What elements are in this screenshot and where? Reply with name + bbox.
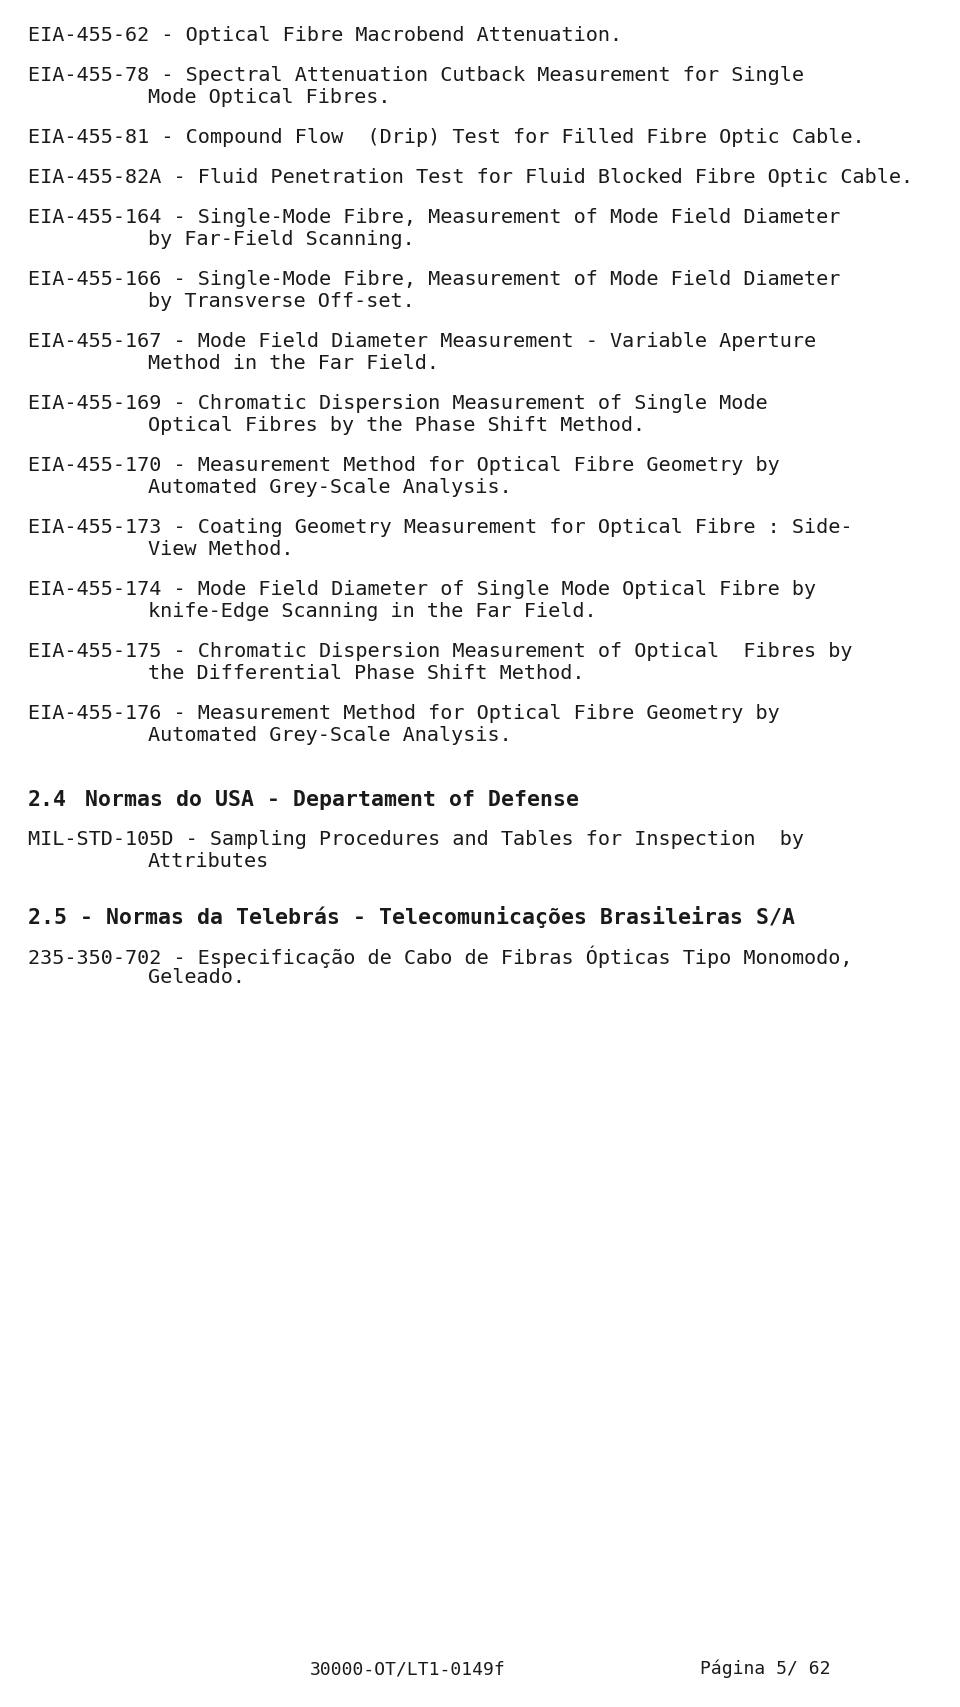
Text: MIL-STD-105D - Sampling Procedures and Tables for Inspection  by: MIL-STD-105D - Sampling Procedures and T… bbox=[28, 830, 804, 848]
Text: EIA-455-174 - Mode Field Diameter of Single Mode Optical Fibre by: EIA-455-174 - Mode Field Diameter of Sin… bbox=[28, 580, 816, 599]
Text: the Differential Phase Shift Method.: the Differential Phase Shift Method. bbox=[148, 664, 585, 683]
Text: 235-350-702 - Especificação de Cabo de Fibras Ópticas Tipo Monomodo,: 235-350-702 - Especificação de Cabo de F… bbox=[28, 946, 852, 968]
Text: EIA-455-164 - Single-Mode Fibre, Measurement of Mode Field Diameter: EIA-455-164 - Single-Mode Fibre, Measure… bbox=[28, 208, 840, 227]
Text: Attributes: Attributes bbox=[148, 852, 269, 871]
Text: EIA-455-175 - Chromatic Dispersion Measurement of Optical  Fibres by: EIA-455-175 - Chromatic Dispersion Measu… bbox=[28, 642, 852, 661]
Text: EIA-455-78 - Spectral Attenuation Cutback Measurement for Single: EIA-455-78 - Spectral Attenuation Cutbac… bbox=[28, 67, 804, 85]
Text: EIA-455-169 - Chromatic Dispersion Measurement of Single Mode: EIA-455-169 - Chromatic Dispersion Measu… bbox=[28, 394, 768, 413]
Text: Geleado.: Geleado. bbox=[148, 968, 245, 987]
Text: 2.4: 2.4 bbox=[28, 790, 67, 811]
Text: Mode Optical Fibres.: Mode Optical Fibres. bbox=[148, 89, 391, 108]
Text: by Far-Field Scanning.: by Far-Field Scanning. bbox=[148, 230, 415, 249]
Text: EIA-455-167 - Mode Field Diameter Measurement - Variable Aperture: EIA-455-167 - Mode Field Diameter Measur… bbox=[28, 331, 816, 352]
Text: Página 5/ 62: Página 5/ 62 bbox=[700, 1659, 830, 1678]
Text: EIA-455-176 - Measurement Method for Optical Fibre Geometry by: EIA-455-176 - Measurement Method for Opt… bbox=[28, 703, 780, 724]
Text: 2.5 - Normas da Telebrás - Telecomunicações Brasileiras S/A: 2.5 - Normas da Telebrás - Telecomunicaç… bbox=[28, 906, 795, 929]
Text: EIA-455-62 - Optical Fibre Macrobend Attenuation.: EIA-455-62 - Optical Fibre Macrobend Att… bbox=[28, 26, 622, 44]
Text: Automated Grey-Scale Analysis.: Automated Grey-Scale Analysis. bbox=[148, 725, 512, 744]
Text: knife-Edge Scanning in the Far Field.: knife-Edge Scanning in the Far Field. bbox=[148, 603, 596, 621]
Text: 30000-OT/LT1-0149f: 30000-OT/LT1-0149f bbox=[310, 1659, 506, 1678]
Text: by Transverse Off-set.: by Transverse Off-set. bbox=[148, 292, 415, 311]
Text: Method in the Far Field.: Method in the Far Field. bbox=[148, 353, 439, 374]
Text: EIA-455-170 - Measurement Method for Optical Fibre Geometry by: EIA-455-170 - Measurement Method for Opt… bbox=[28, 456, 780, 475]
Text: View Method.: View Method. bbox=[148, 539, 294, 558]
Text: EIA-455-82A - Fluid Penetration Test for Fluid Blocked Fibre Optic Cable.: EIA-455-82A - Fluid Penetration Test for… bbox=[28, 167, 913, 188]
Text: Normas do USA - Departament of Defense: Normas do USA - Departament of Defense bbox=[85, 790, 579, 811]
Text: EIA-455-81 - Compound Flow  (Drip) Test for Filled Fibre Optic Cable.: EIA-455-81 - Compound Flow (Drip) Test f… bbox=[28, 128, 865, 147]
Text: Automated Grey-Scale Analysis.: Automated Grey-Scale Analysis. bbox=[148, 478, 512, 497]
Text: EIA-455-166 - Single-Mode Fibre, Measurement of Mode Field Diameter: EIA-455-166 - Single-Mode Fibre, Measure… bbox=[28, 270, 840, 288]
Text: EIA-455-173 - Coating Geometry Measurement for Optical Fibre : Side-: EIA-455-173 - Coating Geometry Measureme… bbox=[28, 517, 852, 538]
Text: Optical Fibres by the Phase Shift Method.: Optical Fibres by the Phase Shift Method… bbox=[148, 417, 645, 435]
